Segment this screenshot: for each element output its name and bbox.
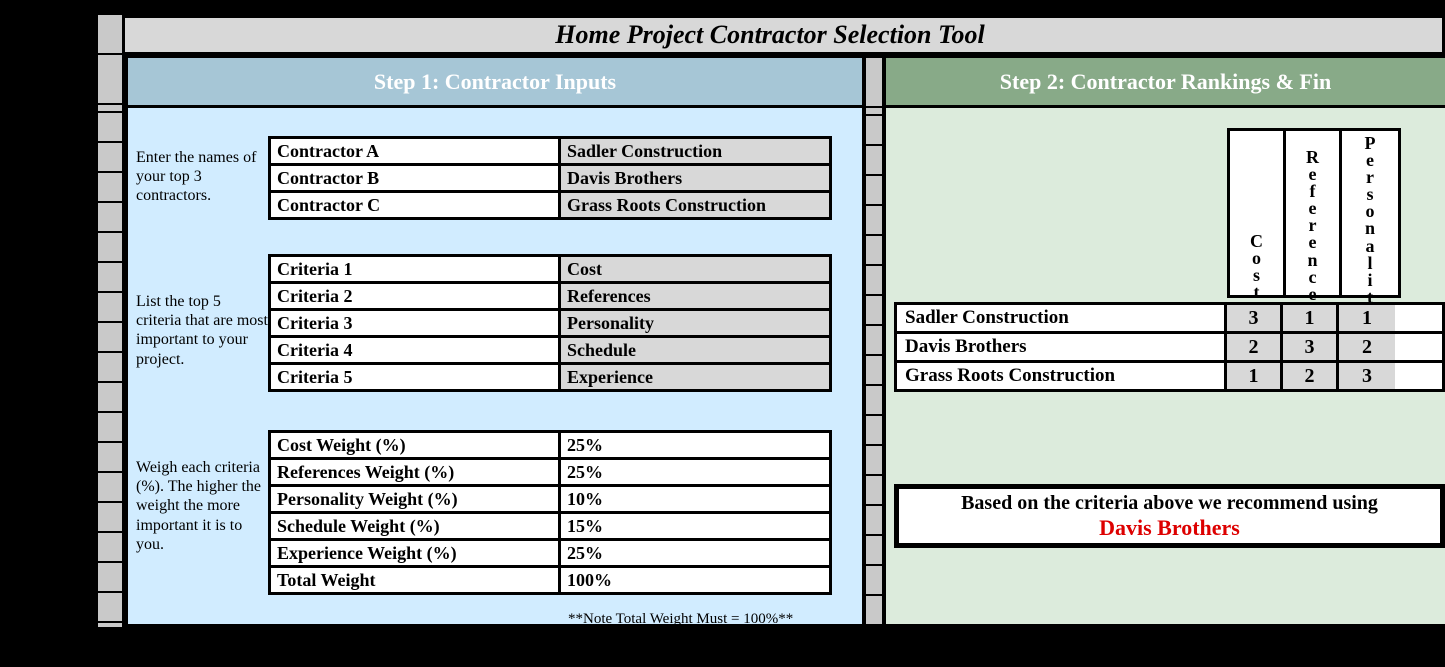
table-row: References Weight (%) 25% — [268, 457, 832, 487]
cell-label: Total Weight — [271, 568, 561, 592]
instr-criteria: List the top 5 criteria that are most im… — [136, 292, 268, 369]
table-row: Contractor C Grass Roots Construction — [268, 190, 832, 220]
table-row: Contractor B Davis Brothers — [268, 163, 832, 193]
cell-input[interactable]: Personality — [561, 311, 829, 335]
rank-cell[interactable]: 3 — [1283, 334, 1339, 360]
table-row: Grass Roots Construction 1 2 3 — [894, 360, 1445, 392]
cell-label: Criteria 1 — [271, 257, 561, 281]
cell-input[interactable]: 25% — [561, 460, 829, 484]
contractors-grid: Contractor A Sadler Construction Contrac… — [268, 136, 832, 217]
contractor-name: Grass Roots Construction — [897, 363, 1227, 389]
cell-input[interactable]: 10% — [561, 487, 829, 511]
cell-label: Contractor B — [271, 166, 561, 190]
column-header: References — [1286, 131, 1342, 295]
cell-label: Contractor A — [271, 139, 561, 163]
table-row: Sadler Construction 3 1 1 — [894, 302, 1445, 334]
contractor-name: Sadler Construction — [897, 305, 1227, 331]
row-headers-left — [95, 15, 125, 627]
cell-label: Experience Weight (%) — [271, 541, 561, 565]
rank-cell[interactable]: 3 — [1227, 305, 1283, 331]
recommendation-text: Based on the criteria above we recommend… — [961, 492, 1378, 515]
rank-cell[interactable]: 1 — [1283, 305, 1339, 331]
row-headers-mid — [863, 55, 885, 627]
recommendation-box: Based on the criteria above we recommend… — [894, 484, 1445, 548]
table-row: Experience Weight (%) 25% — [268, 538, 832, 568]
cell-label: Criteria 5 — [271, 365, 561, 389]
cell-input[interactable]: Schedule — [561, 338, 829, 362]
rankings-grid: Sadler Construction 3 1 1 Davis Brothers… — [894, 302, 1445, 389]
cell-input[interactable]: Experience — [561, 365, 829, 389]
cell-input[interactable]: Davis Brothers — [561, 166, 829, 190]
cell-input[interactable]: Cost — [561, 257, 829, 281]
cell-label: Criteria 3 — [271, 311, 561, 335]
criteria-column-headers: CostReferencesPersonality — [1227, 128, 1401, 298]
contractor-name: Davis Brothers — [897, 334, 1227, 360]
column-header: Cost — [1230, 131, 1286, 295]
table-row: Criteria 1 Cost — [268, 254, 832, 284]
table-row: Schedule Weight (%) 15% — [268, 511, 832, 541]
step2-header: Step 2: Contractor Rankings & Fin — [886, 58, 1445, 108]
cell-label: Cost Weight (%) — [271, 433, 561, 457]
instr-weights: Weigh each criteria (%). The higher the … — [136, 458, 268, 554]
cell-label: Contractor C — [271, 193, 561, 217]
table-row: Criteria 3 Personality — [268, 308, 832, 338]
rank-cell[interactable]: 2 — [1339, 334, 1395, 360]
step1-header: Step 1: Contractor Inputs — [128, 58, 862, 108]
cell-label: Criteria 2 — [271, 284, 561, 308]
spreadsheet-sheet: Home Project Contractor Selection Tool S… — [0, 0, 1445, 667]
cell-input[interactable]: 25% — [561, 433, 829, 457]
instr-contractors: Enter the names of your top 3 contractor… — [136, 148, 268, 206]
cell-label: Criteria 4 — [271, 338, 561, 362]
step1-panel: Step 1: Contractor Inputs Enter the name… — [125, 55, 865, 627]
table-row: Criteria 5 Experience — [268, 362, 832, 392]
rank-cell[interactable]: 1 — [1227, 363, 1283, 389]
table-row: Total Weight 100% — [268, 565, 832, 595]
rank-cell[interactable]: 3 — [1339, 363, 1395, 389]
title-bar: Home Project Contractor Selection Tool — [95, 15, 1445, 55]
cell-input[interactable]: 15% — [561, 514, 829, 538]
cell-output: 100% — [561, 568, 829, 592]
cell-input[interactable]: Sadler Construction — [561, 139, 829, 163]
rank-cell[interactable]: 1 — [1339, 305, 1395, 331]
recommendation-value: Davis Brothers — [1099, 515, 1240, 541]
table-row: Criteria 4 Schedule — [268, 335, 832, 365]
weight-note: **Note Total Weight Must = 100%** — [568, 611, 793, 628]
table-row: Criteria 2 References — [268, 281, 832, 311]
cell-input[interactable]: 25% — [561, 541, 829, 565]
cell-input[interactable]: References — [561, 284, 829, 308]
cell-label: Personality Weight (%) — [271, 487, 561, 511]
rank-cell[interactable]: 2 — [1227, 334, 1283, 360]
rank-cell[interactable]: 2 — [1283, 363, 1339, 389]
table-row: Davis Brothers 2 3 2 — [894, 331, 1445, 363]
column-header: Personality — [1342, 131, 1398, 295]
criteria-grid: Criteria 1 Cost Criteria 2 References Cr… — [268, 254, 832, 389]
cell-label: Schedule Weight (%) — [271, 514, 561, 538]
table-row: Contractor A Sadler Construction — [268, 136, 832, 166]
page-title: Home Project Contractor Selection Tool — [555, 20, 984, 50]
step2-panel: Step 2: Contractor Rankings & Fin CostRe… — [883, 55, 1445, 627]
weights-grid: Cost Weight (%) 25% References Weight (%… — [268, 430, 832, 592]
table-row: Personality Weight (%) 10% — [268, 484, 832, 514]
table-row: Cost Weight (%) 25% — [268, 430, 832, 460]
cell-input[interactable]: Grass Roots Construction — [561, 193, 829, 217]
cell-label: References Weight (%) — [271, 460, 561, 484]
